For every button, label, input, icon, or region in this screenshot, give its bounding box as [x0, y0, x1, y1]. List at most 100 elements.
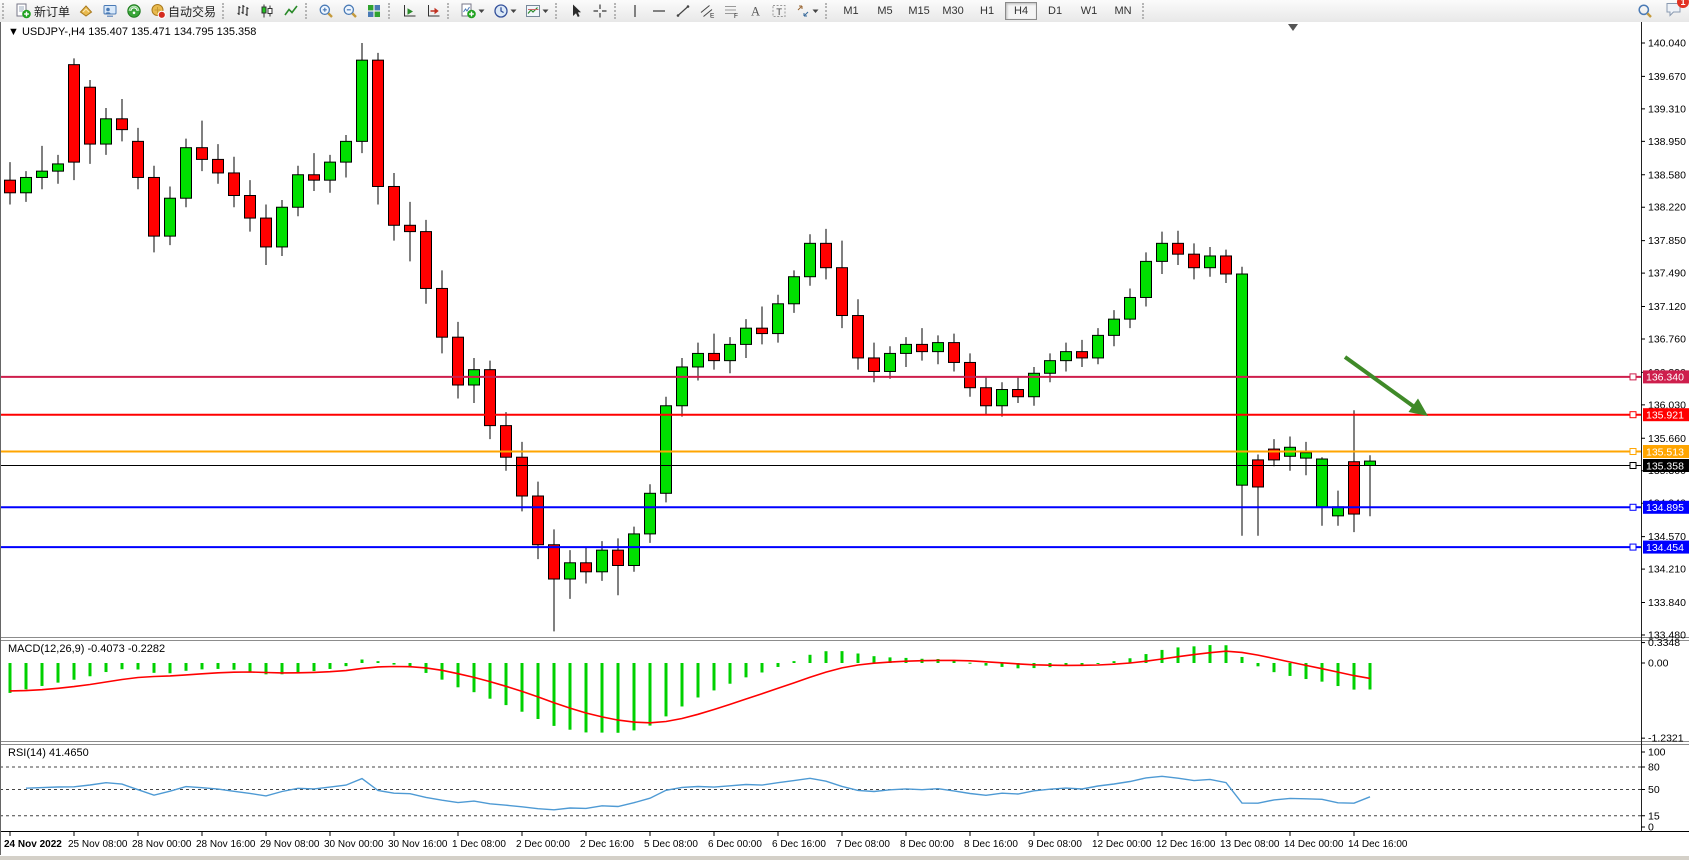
candle-body [340, 140, 352, 163]
macd-bar [1080, 663, 1084, 666]
chevron-down-icon[interactable] [510, 3, 517, 19]
time-axis[interactable]: 24 Nov 2022 25 Nov 08:00 28 Nov 00:00 28 No… [4, 832, 1408, 850]
candle-body [132, 140, 144, 178]
toolbar-button-indicators[interactable] [457, 0, 488, 22]
toolbar-drag-handle[interactable] [222, 3, 229, 19]
toolbar-button-templates[interactable] [522, 0, 552, 22]
timeframe-button-h4[interactable]: H4 [1005, 2, 1038, 20]
toolbar-drag-handle[interactable] [447, 3, 454, 19]
line-anchor-handle[interactable] [1629, 543, 1637, 551]
chart-canvas[interactable]: 140.040 139.670 139.310 138.950 138.580 138.2… [0, 22, 1689, 860]
macd-bar [24, 663, 28, 690]
timeframe-button-m15[interactable]: M15 [908, 5, 930, 17]
toolbar-button-tile-windows[interactable] [363, 0, 385, 22]
line-anchor-handle[interactable] [1629, 503, 1637, 511]
chart-shift-marker-icon[interactable] [1288, 24, 1298, 31]
toolbar-button-new-order[interactable]: 新订单 [12, 0, 73, 22]
toolbar-drag-handle[interactable] [388, 3, 395, 19]
candle-body [692, 352, 704, 368]
chat-button[interactable]: 1 [1665, 0, 1689, 22]
line-anchor-handle[interactable] [1629, 462, 1637, 470]
toolbar-button-auto-scroll[interactable] [398, 0, 420, 22]
line-anchor-handle[interactable] [1629, 448, 1637, 456]
toolbar-button-arrows[interactable] [792, 0, 822, 22]
candle-body [68, 64, 80, 163]
toolbar-drag-handle[interactable] [2, 3, 9, 19]
macd-bar [824, 651, 828, 663]
toolbar-drag-handle[interactable] [614, 3, 621, 19]
horizontal-level-lines[interactable] [0, 373, 1641, 551]
macd-bar [232, 663, 236, 670]
toolbar-drag-handle[interactable] [305, 3, 312, 19]
annotation-arrow[interactable] [1343, 355, 1415, 408]
bar-chart-icon [235, 3, 251, 19]
line-anchor-handle[interactable] [1629, 411, 1637, 419]
macd-bar [40, 663, 44, 686]
toolbar-drag-handle[interactable] [555, 3, 562, 19]
candle-body [1364, 460, 1376, 467]
toolbar-button-vertical-line[interactable] [624, 0, 646, 22]
toolbar-button-metaeditor[interactable] [75, 0, 97, 22]
main-chart-pane[interactable] [0, 22, 1641, 637]
toolbar-button-news-signal[interactable] [123, 0, 145, 22]
toolbar-button-zoom-out[interactable] [339, 0, 361, 22]
macd-bar [152, 663, 156, 673]
toolbar-drag-handle[interactable] [825, 3, 832, 19]
toolbar-button-cursor[interactable] [565, 0, 587, 22]
candle-body [388, 185, 400, 226]
time-axis-label: 14 Dec 00:00 [1284, 839, 1344, 850]
rsi-axis-label: 50 [1648, 784, 1660, 796]
candle-body [260, 217, 272, 248]
chevron-down-icon[interactable] [812, 3, 819, 19]
chevron-down-icon[interactable] [478, 3, 485, 19]
toolbar-button-horizontal-line[interactable] [648, 0, 670, 22]
candle-body [788, 276, 800, 305]
toolbar-button-periods[interactable] [490, 0, 520, 22]
annotation-arrow-head[interactable] [1408, 398, 1429, 417]
macd-bar [264, 663, 268, 675]
timeframe-button-mn[interactable]: MN [1114, 5, 1132, 17]
candle-body [964, 361, 976, 389]
timeframe-button-w1[interactable]: W1 [1080, 5, 1098, 17]
rsi-pane[interactable] [0, 745, 1641, 831]
toolbar-button-line-chart[interactable] [280, 0, 302, 22]
chart-window[interactable]: 140.040 139.670 139.310 138.950 138.580 138.2… [0, 22, 1689, 860]
svg-text:F: F [734, 13, 738, 19]
toolbar-button-zoom-in[interactable] [315, 0, 337, 22]
toolbar-button-bar-chart[interactable] [232, 0, 254, 22]
timeframe-button-h1[interactable]: H1 [980, 5, 995, 17]
toolbar-button-trendline[interactable] [672, 0, 694, 22]
rsi-axis-label: 15 [1648, 810, 1660, 822]
price-badge-label: 135.358 [1646, 460, 1684, 472]
chevron-down-icon[interactable] [542, 3, 549, 19]
arrows-icon [795, 3, 811, 19]
search-icon[interactable] [1634, 0, 1656, 22]
svg-text:T: T [776, 7, 782, 18]
main-toolbar: 新订单 自动交易 E F A T M1 M5 M15 M30 H1 H4 D1 W1 MN 1 [0, 0, 1689, 23]
macd-pane[interactable] [0, 641, 1641, 741]
macd-bar [872, 656, 876, 663]
cursor-icon [568, 3, 584, 19]
line-anchor-handle[interactable] [1629, 373, 1637, 381]
macd-bar [728, 663, 732, 684]
toolbar-button-terminal[interactable] [99, 0, 121, 22]
timeframe-button-d1[interactable]: D1 [1048, 5, 1063, 17]
autotrading-icon [150, 3, 166, 19]
timeframe-button-m5[interactable]: M5 [877, 5, 893, 17]
collapse-arrow-icon[interactable]: ▼ [8, 26, 19, 38]
toolbar-button-chart-shift[interactable] [422, 0, 444, 22]
toolbar-button-channel[interactable]: E [696, 0, 718, 22]
timeframe-button-m1[interactable]: M1 [843, 5, 859, 17]
candle-body [740, 327, 752, 345]
toolbar-button-candlestick[interactable] [256, 0, 278, 22]
price-badge [1643, 500, 1689, 514]
toolbar-button-crosshair[interactable] [589, 0, 611, 22]
toolbar-button-autotrading[interactable]: 自动交易 [147, 0, 219, 22]
toolbar-button-text[interactable]: A [744, 0, 766, 22]
timeframe-button-m30[interactable]: M30 [942, 5, 964, 17]
toolbar-button-label[interactable]: T [768, 0, 790, 22]
toolbar-drag-handle[interactable] [1142, 3, 1149, 19]
time-axis-label: 14 Dec 16:00 [1348, 839, 1408, 850]
toolbar-button-fibonacci[interactable]: F [720, 0, 742, 22]
price-axis[interactable]: 140.040 139.670 139.310 138.950 138.580 138.2… [1641, 38, 1686, 642]
